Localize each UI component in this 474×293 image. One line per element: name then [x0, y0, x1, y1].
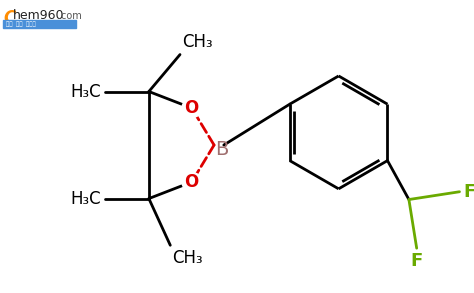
- Text: CH₃: CH₃: [172, 249, 203, 267]
- Circle shape: [182, 172, 201, 192]
- Text: H₃C: H₃C: [71, 190, 101, 207]
- Text: O: O: [184, 173, 199, 191]
- Text: F: F: [464, 183, 474, 201]
- Text: hem960: hem960: [13, 9, 64, 22]
- Text: H₃C: H₃C: [71, 83, 101, 100]
- Text: 化工  导购  化学品: 化工 导购 化学品: [6, 21, 36, 27]
- Text: B: B: [215, 140, 228, 159]
- Bar: [3, 21, 76, 28]
- Text: .com: .com: [58, 11, 82, 21]
- Text: CH₃: CH₃: [182, 33, 212, 51]
- Text: C: C: [3, 9, 15, 27]
- Text: O: O: [184, 99, 199, 117]
- Circle shape: [182, 98, 201, 118]
- Text: F: F: [410, 252, 423, 270]
